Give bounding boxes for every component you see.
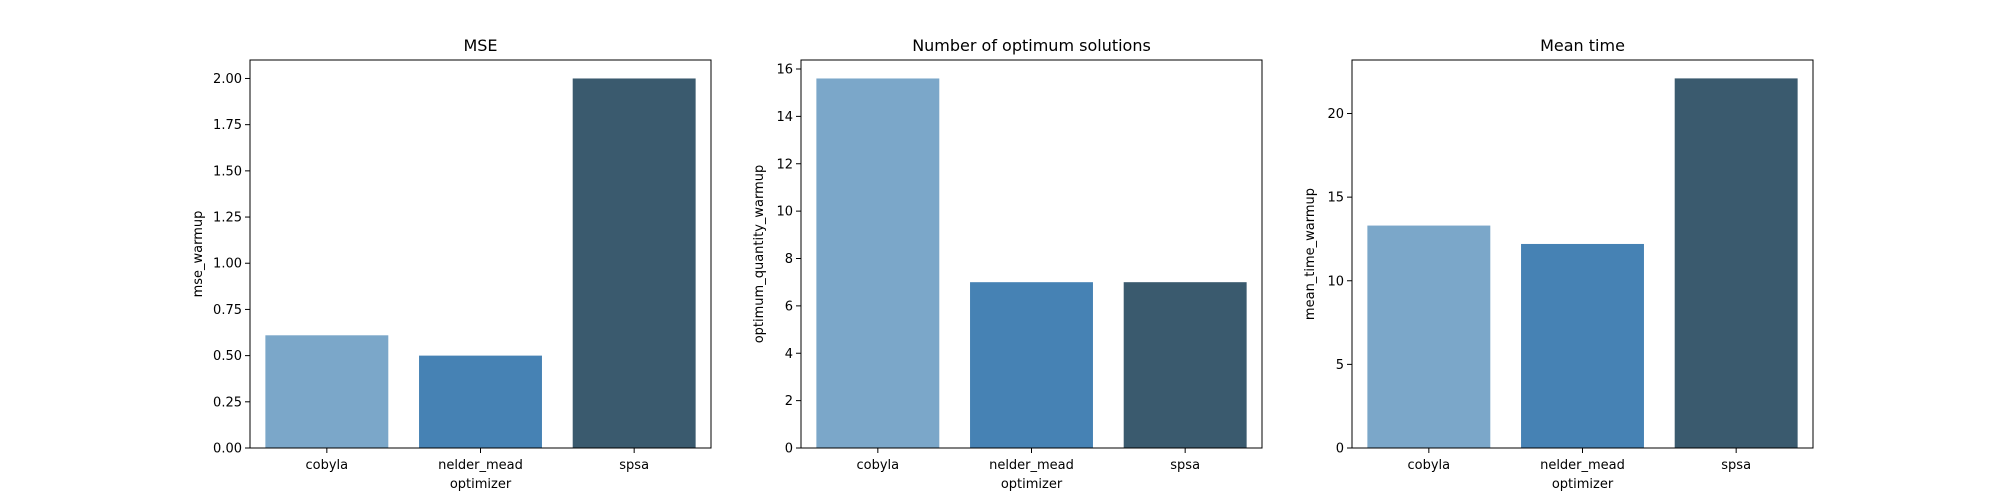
y-tick-label: 0 [785,442,793,457]
chart-panel-3: 0 5 10 15 20 cobyla nelder_mead spsa Mean time op… [1303,36,1814,492]
x-tick-label: nelder_mead [438,458,523,473]
y-tick-label: 16 [776,63,793,78]
x-tick-label: spsa [619,458,649,473]
y-tick-label: 6 [785,299,793,314]
bar-nelder_mead [970,282,1093,448]
y-tick-label: 1.00 [213,257,242,272]
y-tick-label: 1.25 [213,211,242,226]
bar-cobyla [265,335,389,448]
bar-spsa [1123,282,1247,448]
chart-title: MSE [463,36,497,55]
x-tick-label: cobyla [857,458,900,473]
y-axis-label: mean_time_warmup [1303,188,1318,320]
x-axis-label: optimizer [1001,477,1063,492]
x-tick-label: cobyla [306,458,349,473]
x-tick-label: spsa [1721,458,1751,473]
y-tick-label: 0.00 [213,442,242,457]
y-tick-label: 1.75 [213,118,242,133]
y-tick-label: 1.50 [213,164,242,179]
bar-nelder_mead [1521,243,1644,448]
x-tick-label: cobyla [1408,458,1451,473]
y-tick-label: 0.50 [213,349,242,364]
chart-panel-2: 0 2 4 6 8 10 12 14 16 cobyla nelder_mead spsa Number… [752,36,1263,492]
x-tick-label: spsa [1170,458,1200,473]
chart-title: Number of optimum solutions [912,36,1151,55]
y-tick-label: 15 [1327,191,1344,206]
y-tick-label: 8 [785,252,793,267]
y-axis-label: mse_warmup [191,211,206,298]
bar-spsa [572,78,696,448]
chart-panel-1: 0.00 0.25 0.50 0.75 1.00 1.25 1.50 1.75 2.00 coby… [191,36,712,492]
y-tick-label: 12 [776,157,793,172]
y-tick-label: 0.75 [213,303,242,318]
y-tick-label: 5 [1336,358,1344,373]
chart-title: Mean time [1540,36,1625,55]
bar-nelder_mead [419,355,542,448]
bar-cobyla [816,78,940,448]
y-tick-label: 0 [1336,442,1344,457]
y-tick-label: 10 [1327,274,1344,289]
bar-spsa [1674,78,1798,449]
bar-cobyla [1367,225,1491,448]
y-tick-label: 2.00 [213,72,242,87]
y-tick-label: 0.25 [213,395,242,410]
y-axis-label: optimum_quantity_warmup [752,165,767,344]
x-tick-label: nelder_mead [1540,458,1625,473]
y-tick-label: 14 [776,110,793,125]
y-tick-label: 20 [1327,107,1344,122]
y-tick-label: 10 [776,205,793,220]
x-axis-label: optimizer [450,477,512,492]
x-axis-label: optimizer [1552,477,1614,492]
x-tick-label: nelder_mead [989,458,1074,473]
y-tick-label: 4 [785,347,793,362]
y-tick-label: 2 [785,394,793,409]
